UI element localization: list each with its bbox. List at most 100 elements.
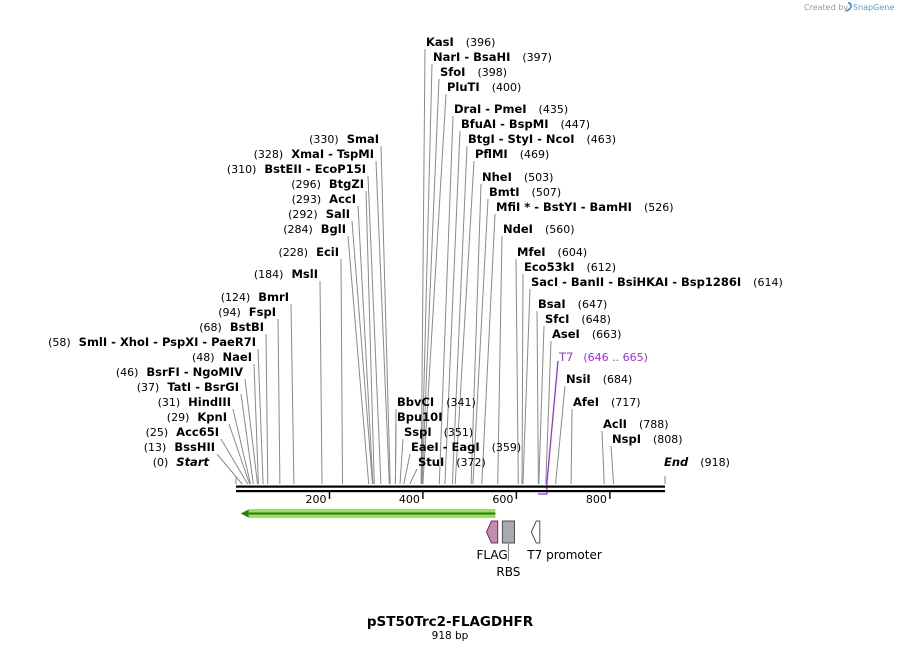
feature-label: RBS — [496, 565, 520, 579]
site-ndei[interactable]: NdeI (560) — [503, 222, 575, 236]
site-name: FspI — [249, 305, 276, 319]
site-position: (647) — [578, 298, 608, 311]
site-bgli[interactable]: (284) BglI — [283, 222, 346, 236]
site-nhei[interactable]: NheI (503) — [482, 170, 553, 184]
snapgene-logo-icon — [846, 2, 852, 12]
site-bmti[interactable]: BmtI (507) — [489, 185, 561, 199]
site-sali[interactable]: (292) SalI — [288, 207, 350, 221]
feature-shape — [485, 520, 499, 544]
site-bpu10i[interactable]: Bpu10I — [397, 410, 442, 424]
site-bsteii-ecop15i[interactable]: (310) BstEII - EcoP15I — [227, 162, 366, 176]
site-smli-xhoi-pspxi-paer7i[interactable]: (58) SmlI - XhoI - PspXI - PaeR7I — [48, 335, 256, 349]
leader-line — [380, 145, 391, 485]
site-ecii[interactable]: (228) EciI — [279, 245, 340, 259]
feature-flag[interactable]: FLAG — [477, 520, 508, 562]
site-position: (328) — [254, 148, 284, 161]
site-xmai-tspmi[interactable]: (328) XmaI - TspMI — [254, 147, 374, 161]
site-name: MslI — [291, 267, 318, 281]
site-label: (68) BstBI — [199, 320, 264, 334]
site-afei[interactable]: AfeI (717) — [573, 395, 641, 409]
site-sfoi[interactable]: SfoI (398) — [440, 65, 507, 79]
site-eaei-eagi[interactable]: EaeI - EagI (359) — [411, 440, 521, 454]
tick-400: 400 — [399, 492, 424, 506]
site-label: AclI (788) — [603, 417, 669, 431]
site-kpni[interactable]: (29) KpnI — [167, 410, 227, 424]
site-name: NheI — [482, 170, 512, 184]
site-bfuai-bspmi[interactable]: BfuAI - BspMI (447) — [461, 117, 590, 131]
feature-rbs[interactable]: RBS — [496, 520, 520, 579]
site-label: EaeI - EagI (359) — [411, 440, 521, 454]
leader-line — [454, 160, 475, 485]
site-acc65i[interactable]: (25) Acc65I — [146, 425, 219, 439]
site-tati-bsrgi[interactable]: (37) TatI - BsrGI — [137, 380, 239, 394]
site-acci[interactable]: (293) AccI — [292, 192, 356, 206]
site-mfei[interactable]: MfeI (604) — [517, 245, 587, 259]
site-saci-banii-bsihkai-bsp1286i[interactable]: SacI - BanII - BsiHKAI - Bsp1286I (614) — [531, 275, 783, 289]
site-pluti[interactable]: PluTI (400) — [447, 80, 521, 94]
site-name: BsrFI - NgoMIV — [146, 365, 243, 379]
primer-t7[interactable]: T7 (646 .. 665) — [537, 350, 648, 495]
site-nspi[interactable]: NspI (808) — [612, 432, 683, 446]
feature-dhfr-orf[interactable] — [240, 509, 496, 518]
site-bsrfi-ngomiv[interactable]: (46) BsrFI - NgoMIV — [116, 365, 243, 379]
site-position: (435) — [539, 103, 569, 116]
site-bmri[interactable]: (124) BmrI — [221, 290, 289, 304]
leader-line — [244, 378, 258, 485]
site-stui[interactable]: StuI (372) — [418, 455, 486, 469]
backbone-bottom-strand — [236, 490, 665, 493]
site-position: (717) — [611, 396, 641, 409]
site-fspi[interactable]: (94) FspI — [218, 305, 276, 319]
site-asei[interactable]: AseI (663) — [552, 327, 621, 341]
site-bbvci[interactable]: BbvCI (341) — [397, 395, 476, 409]
site-sfci[interactable]: SfcI (648) — [545, 312, 611, 326]
site-kasi[interactable]: KasI (396) — [426, 35, 495, 49]
site-position: (25) — [146, 426, 169, 439]
site-pflmi[interactable]: PflMI (469) — [475, 147, 549, 161]
site-label: BmtI (507) — [489, 185, 561, 199]
site-label: NspI (808) — [612, 432, 683, 446]
site-name: NaeI — [223, 350, 252, 364]
site-acli[interactable]: AclI (788) — [603, 417, 669, 431]
site-label: NsiI (684) — [566, 372, 632, 386]
site-label: (124) BmrI — [221, 290, 289, 304]
site-eco53ki[interactable]: Eco53kI (612) — [524, 260, 616, 274]
site-name: DraI - PmeI — [454, 102, 527, 116]
site-btgi-styi-ncoi[interactable]: BtgI - StyI - NcoI (463) — [468, 132, 616, 146]
site-position: (400) — [492, 81, 522, 94]
site-bsshii[interactable]: (13) BssHII — [144, 440, 215, 454]
site-label: (48) NaeI — [192, 350, 252, 364]
site-position: (359) — [492, 441, 522, 454]
site-bstbi[interactable]: (68) BstBI — [199, 320, 264, 334]
site-mfii-bstyi-bamhi[interactable]: MfiI * - BstYI - BamHI (526) — [496, 200, 674, 214]
site-name: Eco53kI — [524, 260, 575, 274]
site-label: (37) TatI - BsrGI — [137, 380, 239, 394]
leader-line — [253, 363, 259, 485]
site-nari-bsahi[interactable]: NarI - BsaHI (397) — [433, 50, 552, 64]
site-label: StuI (372) — [418, 455, 486, 469]
site-nsii[interactable]: NsiI (684) — [566, 372, 632, 386]
site-position: (526) — [644, 201, 674, 214]
site-bsai[interactable]: BsaI (647) — [538, 297, 607, 311]
site-position: (397) — [522, 51, 552, 64]
site-drai-pmei[interactable]: DraI - PmeI (435) — [454, 102, 568, 116]
leader-line — [451, 145, 468, 485]
site-name: XmaI - TspMI — [291, 147, 374, 161]
site-sspi[interactable]: SspI (351) — [404, 425, 473, 439]
site-hindiii[interactable]: (31) HindIII — [158, 395, 231, 409]
site-label: (46) BsrFI - NgoMIV — [116, 365, 243, 379]
site-end[interactable]: End (918) — [664, 455, 730, 469]
site-position: (663) — [592, 328, 622, 341]
site-label: (31) HindIII — [158, 395, 231, 409]
orf-arrowhead-icon — [240, 509, 249, 518]
site-msli[interactable]: (184) MslI — [254, 267, 318, 281]
site-start[interactable]: (0) Start — [153, 455, 210, 469]
site-btgzi[interactable]: (296) BtgZI — [291, 177, 364, 191]
site-name: Acc65I — [176, 425, 219, 439]
site-position: (447) — [560, 118, 590, 131]
tick-label: 800 — [586, 493, 607, 506]
feature-t7-promoter[interactable]: T7 promoter — [526, 520, 602, 562]
site-naei[interactable]: (48) NaeI — [192, 350, 252, 364]
site-smai[interactable]: (330) SmaI — [309, 132, 379, 146]
ruler-ticks: 200 400 600 800 — [306, 492, 611, 506]
site-label: BtgI - StyI - NcoI (463) — [468, 132, 616, 146]
